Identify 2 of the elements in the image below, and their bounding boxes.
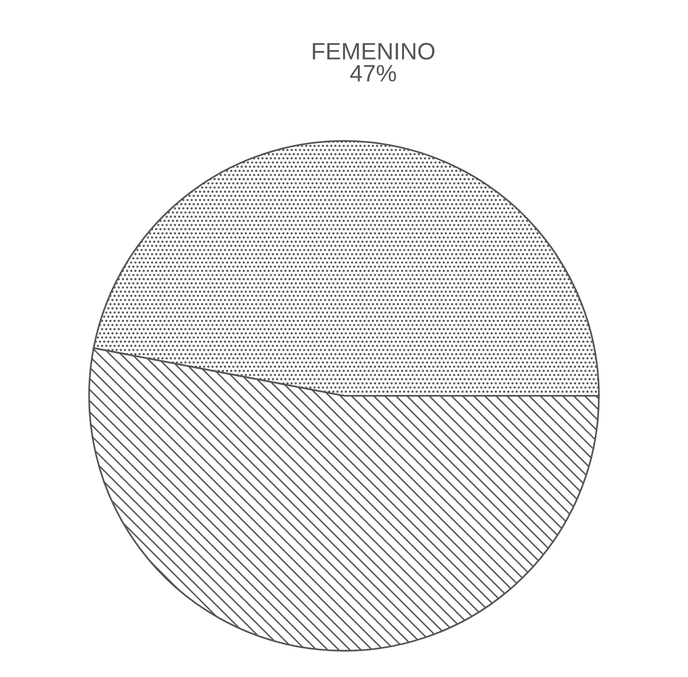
slice-label: FEMENINO [312, 42, 434, 60]
data-label: 47% [350, 65, 396, 82]
